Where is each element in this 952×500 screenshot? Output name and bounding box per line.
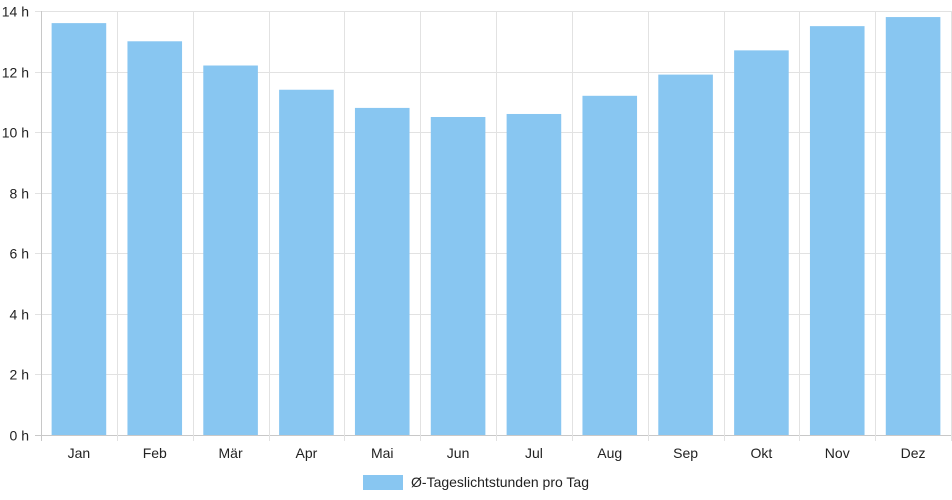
bar[interactable]: [506, 113, 562, 435]
legend[interactable]: Ø-Tageslichtstunden pro Tag: [0, 470, 952, 494]
x-tick-label: Apr: [296, 445, 318, 461]
bar[interactable]: [658, 74, 713, 435]
x-tick-label: Jul: [525, 445, 543, 461]
bar[interactable]: [354, 107, 410, 436]
x-tick-label: Feb: [143, 445, 167, 461]
bar[interactable]: [885, 17, 941, 436]
bar[interactable]: [809, 26, 865, 436]
bars: [51, 17, 941, 436]
y-tick-label: 12 h: [2, 65, 29, 81]
bar[interactable]: [734, 50, 789, 435]
bar[interactable]: [203, 65, 258, 435]
grid-lines: [35, 11, 952, 441]
legend-label: Ø-Tageslichtstunden pro Tag: [411, 474, 589, 490]
legend-swatch: [363, 474, 404, 490]
x-tick-label: Aug: [597, 445, 622, 461]
y-axis: 0 h 2 h 4 h 6 h 8 h 10 h 12 h 14 h: [2, 4, 29, 444]
bar[interactable]: [127, 41, 183, 436]
x-tick-label: Sep: [673, 445, 698, 461]
x-tick-label: Dez: [901, 445, 926, 461]
x-tick-label: Mär: [219, 445, 243, 461]
x-tick-label: Okt: [751, 445, 773, 461]
y-tick-label: 6 h: [10, 246, 29, 262]
y-tick-label: 14 h: [2, 4, 29, 20]
y-tick-label: 10 h: [2, 125, 29, 141]
bar[interactable]: [430, 117, 486, 435]
y-tick-label: 0 h: [10, 428, 29, 444]
x-tick-label: Nov: [825, 445, 850, 461]
y-tick-label: 2 h: [10, 367, 29, 383]
x-tick-label: Jun: [447, 445, 470, 461]
y-tick-label: 8 h: [10, 186, 29, 202]
y-tick-label: 4 h: [10, 307, 29, 323]
x-tick-label: Jan: [68, 445, 91, 461]
x-axis: Jan Feb Mär Apr Mai Jun Jul Aug Sep Okt Nov Dez: [68, 445, 926, 461]
bar[interactable]: [279, 89, 334, 435]
bar[interactable]: [51, 23, 107, 435]
bar[interactable]: [582, 95, 638, 436]
x-tick-label: Mai: [371, 445, 394, 461]
